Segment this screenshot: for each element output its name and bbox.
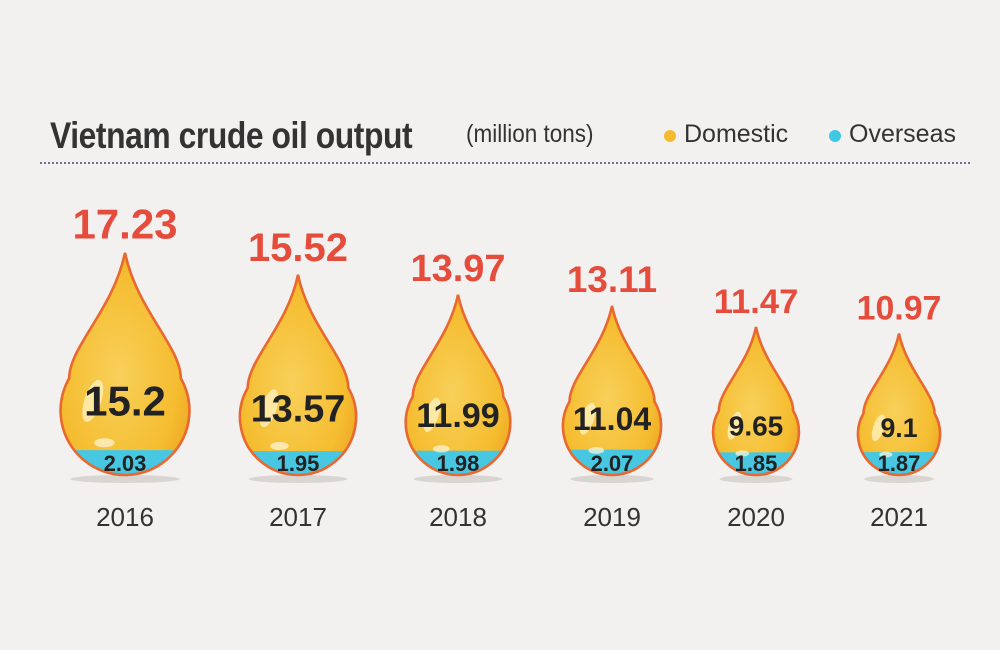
domestic-fill-2016 [60,252,190,476]
highlight-shape [871,414,886,442]
year-label: 2018 [429,502,487,532]
drop-shadow [864,475,934,483]
overseas-value-label: 1.87 [878,451,921,476]
highlight-shape [432,445,450,453]
legend-label-domestic: Domestic [684,120,789,148]
drop-outline [59,252,191,477]
year-label: 2017 [269,502,327,532]
year-label: 2019 [583,502,641,532]
chart-title: Vietnam crude oil output [50,115,413,156]
domestic-value-label: 15.2 [84,378,166,425]
highlight-shape [879,451,893,458]
domestic-fill-2019 [562,305,662,476]
highlight-shape [735,450,750,457]
legend-label-overseas: Overseas [849,120,956,148]
drop-shadow [719,475,793,483]
domestic-fill-2021 [857,333,941,476]
total-label: 17.23 [72,201,177,248]
drop-outline [404,294,512,477]
domestic-fill-2018 [405,294,511,476]
total-label: 13.97 [410,248,505,290]
oil-drop-2019: 13.11 11.04 2.07 2019 [561,259,663,532]
highlight-shape [727,411,742,440]
domestic-value-label: 11.04 [573,401,652,437]
overseas-value-label: 1.98 [437,451,480,476]
domestic-dot-icon [664,130,676,142]
total-label: 13.11 [567,259,657,300]
oil-drop-2018: 13.97 11.99 1.98 2018 [404,248,512,532]
domestic-value-label: 11.99 [416,397,499,435]
domestic-fill-2020 [713,327,799,476]
total-label: 11.47 [714,283,799,321]
unit-label: (million tons) [466,120,594,148]
drop-shadow [248,475,348,483]
title-divider [40,162,970,164]
total-label: 10.97 [857,289,942,327]
domestic-fill-2017 [239,274,357,476]
highlight-shape [588,447,605,454]
highlight-shape [579,402,596,435]
oil-drop-2016: 17.23 15.2 2.03 2016 [59,201,191,532]
highlight-shape [94,438,115,448]
domestic-value-label: 13.57 [251,388,346,430]
drop-shadow [413,475,503,483]
legend-item-domestic: Domestic [664,120,788,149]
overseas-dot-icon [829,130,841,142]
overseas-value-label: 2.03 [104,451,147,476]
drop-outline [238,274,358,477]
total-label: 15.52 [248,226,348,270]
drop-shadow [70,475,180,483]
year-label: 2016 [96,502,154,532]
highlight-shape [259,389,279,428]
highlight-shape [423,397,441,432]
drop-outline [711,326,801,477]
drop-outline [561,305,663,477]
year-label: 2020 [727,502,785,532]
year-label: 2021 [870,502,928,532]
highlight-shape [82,379,104,422]
domestic-value-label: 9.65 [729,410,784,441]
overseas-value-label: 1.95 [277,451,320,476]
overseas-value-label: 1.85 [735,451,778,476]
oil-drop-2017: 15.52 13.57 1.95 2017 [238,226,358,532]
oil-drop-2020: 11.47 9.65 1.85 2020 [711,283,801,532]
legend-item-overseas: Overseas [829,120,956,149]
highlight-shape [270,441,289,451]
domestic-value-label: 9.1 [880,413,917,443]
drop-outline [856,333,942,477]
drop-shadow [570,475,654,483]
overseas-value-label: 2.07 [591,451,634,476]
oil-drop-2021: 10.97 9.1 1.87 2021 [856,289,942,532]
